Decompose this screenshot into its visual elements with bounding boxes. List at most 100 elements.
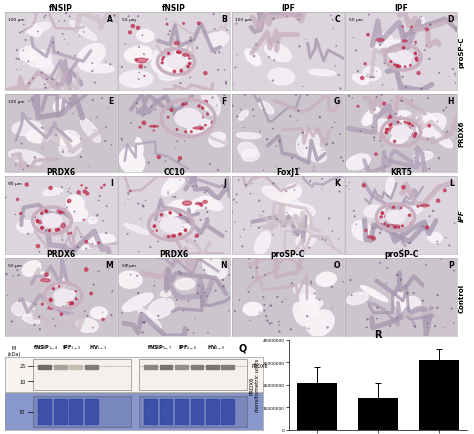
Point bbox=[392, 111, 399, 118]
Text: 100 μm: 100 μm bbox=[235, 18, 252, 22]
Text: IPF$_{4-6}$: IPF$_{4-6}$ bbox=[178, 343, 198, 352]
Point bbox=[72, 294, 79, 301]
Ellipse shape bbox=[195, 117, 203, 119]
Point bbox=[378, 143, 386, 150]
Point bbox=[393, 63, 401, 70]
Point bbox=[363, 324, 371, 331]
Point bbox=[62, 174, 70, 181]
Point bbox=[32, 301, 40, 308]
Ellipse shape bbox=[362, 108, 380, 126]
Point bbox=[103, 203, 110, 210]
Point bbox=[133, 106, 140, 113]
Point bbox=[292, 215, 300, 222]
Point bbox=[413, 58, 421, 65]
Point bbox=[121, 42, 129, 49]
Point bbox=[68, 300, 76, 307]
Point bbox=[416, 15, 423, 22]
Point bbox=[162, 158, 169, 165]
Text: N: N bbox=[220, 261, 227, 270]
Text: 10: 10 bbox=[19, 379, 26, 384]
Point bbox=[18, 141, 25, 148]
Point bbox=[164, 237, 172, 243]
Point bbox=[346, 277, 354, 284]
Point bbox=[424, 325, 431, 332]
Ellipse shape bbox=[296, 132, 319, 158]
Ellipse shape bbox=[372, 41, 401, 50]
Point bbox=[24, 230, 32, 237]
Point bbox=[59, 237, 66, 244]
Point bbox=[295, 165, 303, 172]
Point bbox=[266, 320, 273, 327]
Point bbox=[213, 102, 220, 109]
Point bbox=[204, 330, 212, 337]
Point bbox=[186, 61, 193, 68]
Point bbox=[72, 53, 79, 60]
Point bbox=[276, 138, 283, 145]
Text: IPF: IPF bbox=[458, 209, 465, 222]
Point bbox=[319, 176, 326, 183]
Bar bbox=[206, 365, 219, 369]
Point bbox=[246, 317, 254, 324]
Point bbox=[43, 272, 50, 279]
Point bbox=[173, 138, 181, 145]
Point bbox=[175, 269, 183, 276]
Point bbox=[189, 183, 196, 190]
Point bbox=[328, 228, 336, 235]
Point bbox=[160, 55, 167, 62]
Point bbox=[182, 129, 189, 136]
Point bbox=[187, 35, 194, 42]
Point bbox=[407, 62, 414, 69]
Point bbox=[164, 220, 171, 227]
Point bbox=[135, 76, 143, 83]
Point bbox=[59, 31, 66, 38]
Point bbox=[25, 81, 33, 88]
Bar bbox=[221, 399, 234, 424]
Point bbox=[337, 86, 344, 93]
Ellipse shape bbox=[41, 279, 50, 282]
Point bbox=[412, 42, 419, 49]
Point bbox=[187, 56, 195, 63]
Point bbox=[171, 233, 178, 240]
Point bbox=[67, 249, 74, 256]
Point bbox=[399, 24, 407, 31]
Point bbox=[47, 185, 55, 192]
Ellipse shape bbox=[367, 236, 373, 239]
Point bbox=[141, 73, 148, 80]
Point bbox=[373, 316, 381, 322]
Point bbox=[254, 11, 262, 18]
Point bbox=[193, 45, 201, 52]
Bar bbox=[175, 399, 188, 424]
Ellipse shape bbox=[242, 150, 259, 162]
Ellipse shape bbox=[389, 112, 412, 126]
Point bbox=[202, 99, 210, 106]
Ellipse shape bbox=[12, 122, 42, 136]
Bar bbox=[160, 365, 173, 369]
Ellipse shape bbox=[164, 206, 189, 219]
Point bbox=[150, 128, 157, 135]
Point bbox=[16, 299, 23, 306]
Point bbox=[4, 292, 11, 299]
Point bbox=[407, 220, 415, 227]
Point bbox=[177, 81, 184, 88]
Point bbox=[427, 22, 434, 29]
Point bbox=[452, 73, 459, 80]
Ellipse shape bbox=[414, 152, 433, 161]
Ellipse shape bbox=[152, 58, 175, 76]
Point bbox=[309, 167, 316, 174]
Point bbox=[65, 198, 73, 205]
Point bbox=[292, 92, 300, 99]
Point bbox=[81, 308, 89, 315]
Ellipse shape bbox=[255, 232, 271, 255]
Point bbox=[50, 286, 57, 293]
Point bbox=[411, 146, 419, 153]
Ellipse shape bbox=[124, 47, 151, 61]
Point bbox=[152, 107, 159, 114]
Title: KRT5: KRT5 bbox=[391, 168, 412, 177]
Ellipse shape bbox=[196, 203, 202, 205]
Ellipse shape bbox=[403, 132, 408, 136]
Point bbox=[343, 183, 350, 190]
Point bbox=[453, 100, 461, 107]
Point bbox=[124, 231, 131, 238]
Point bbox=[443, 129, 450, 136]
Point bbox=[165, 234, 173, 241]
